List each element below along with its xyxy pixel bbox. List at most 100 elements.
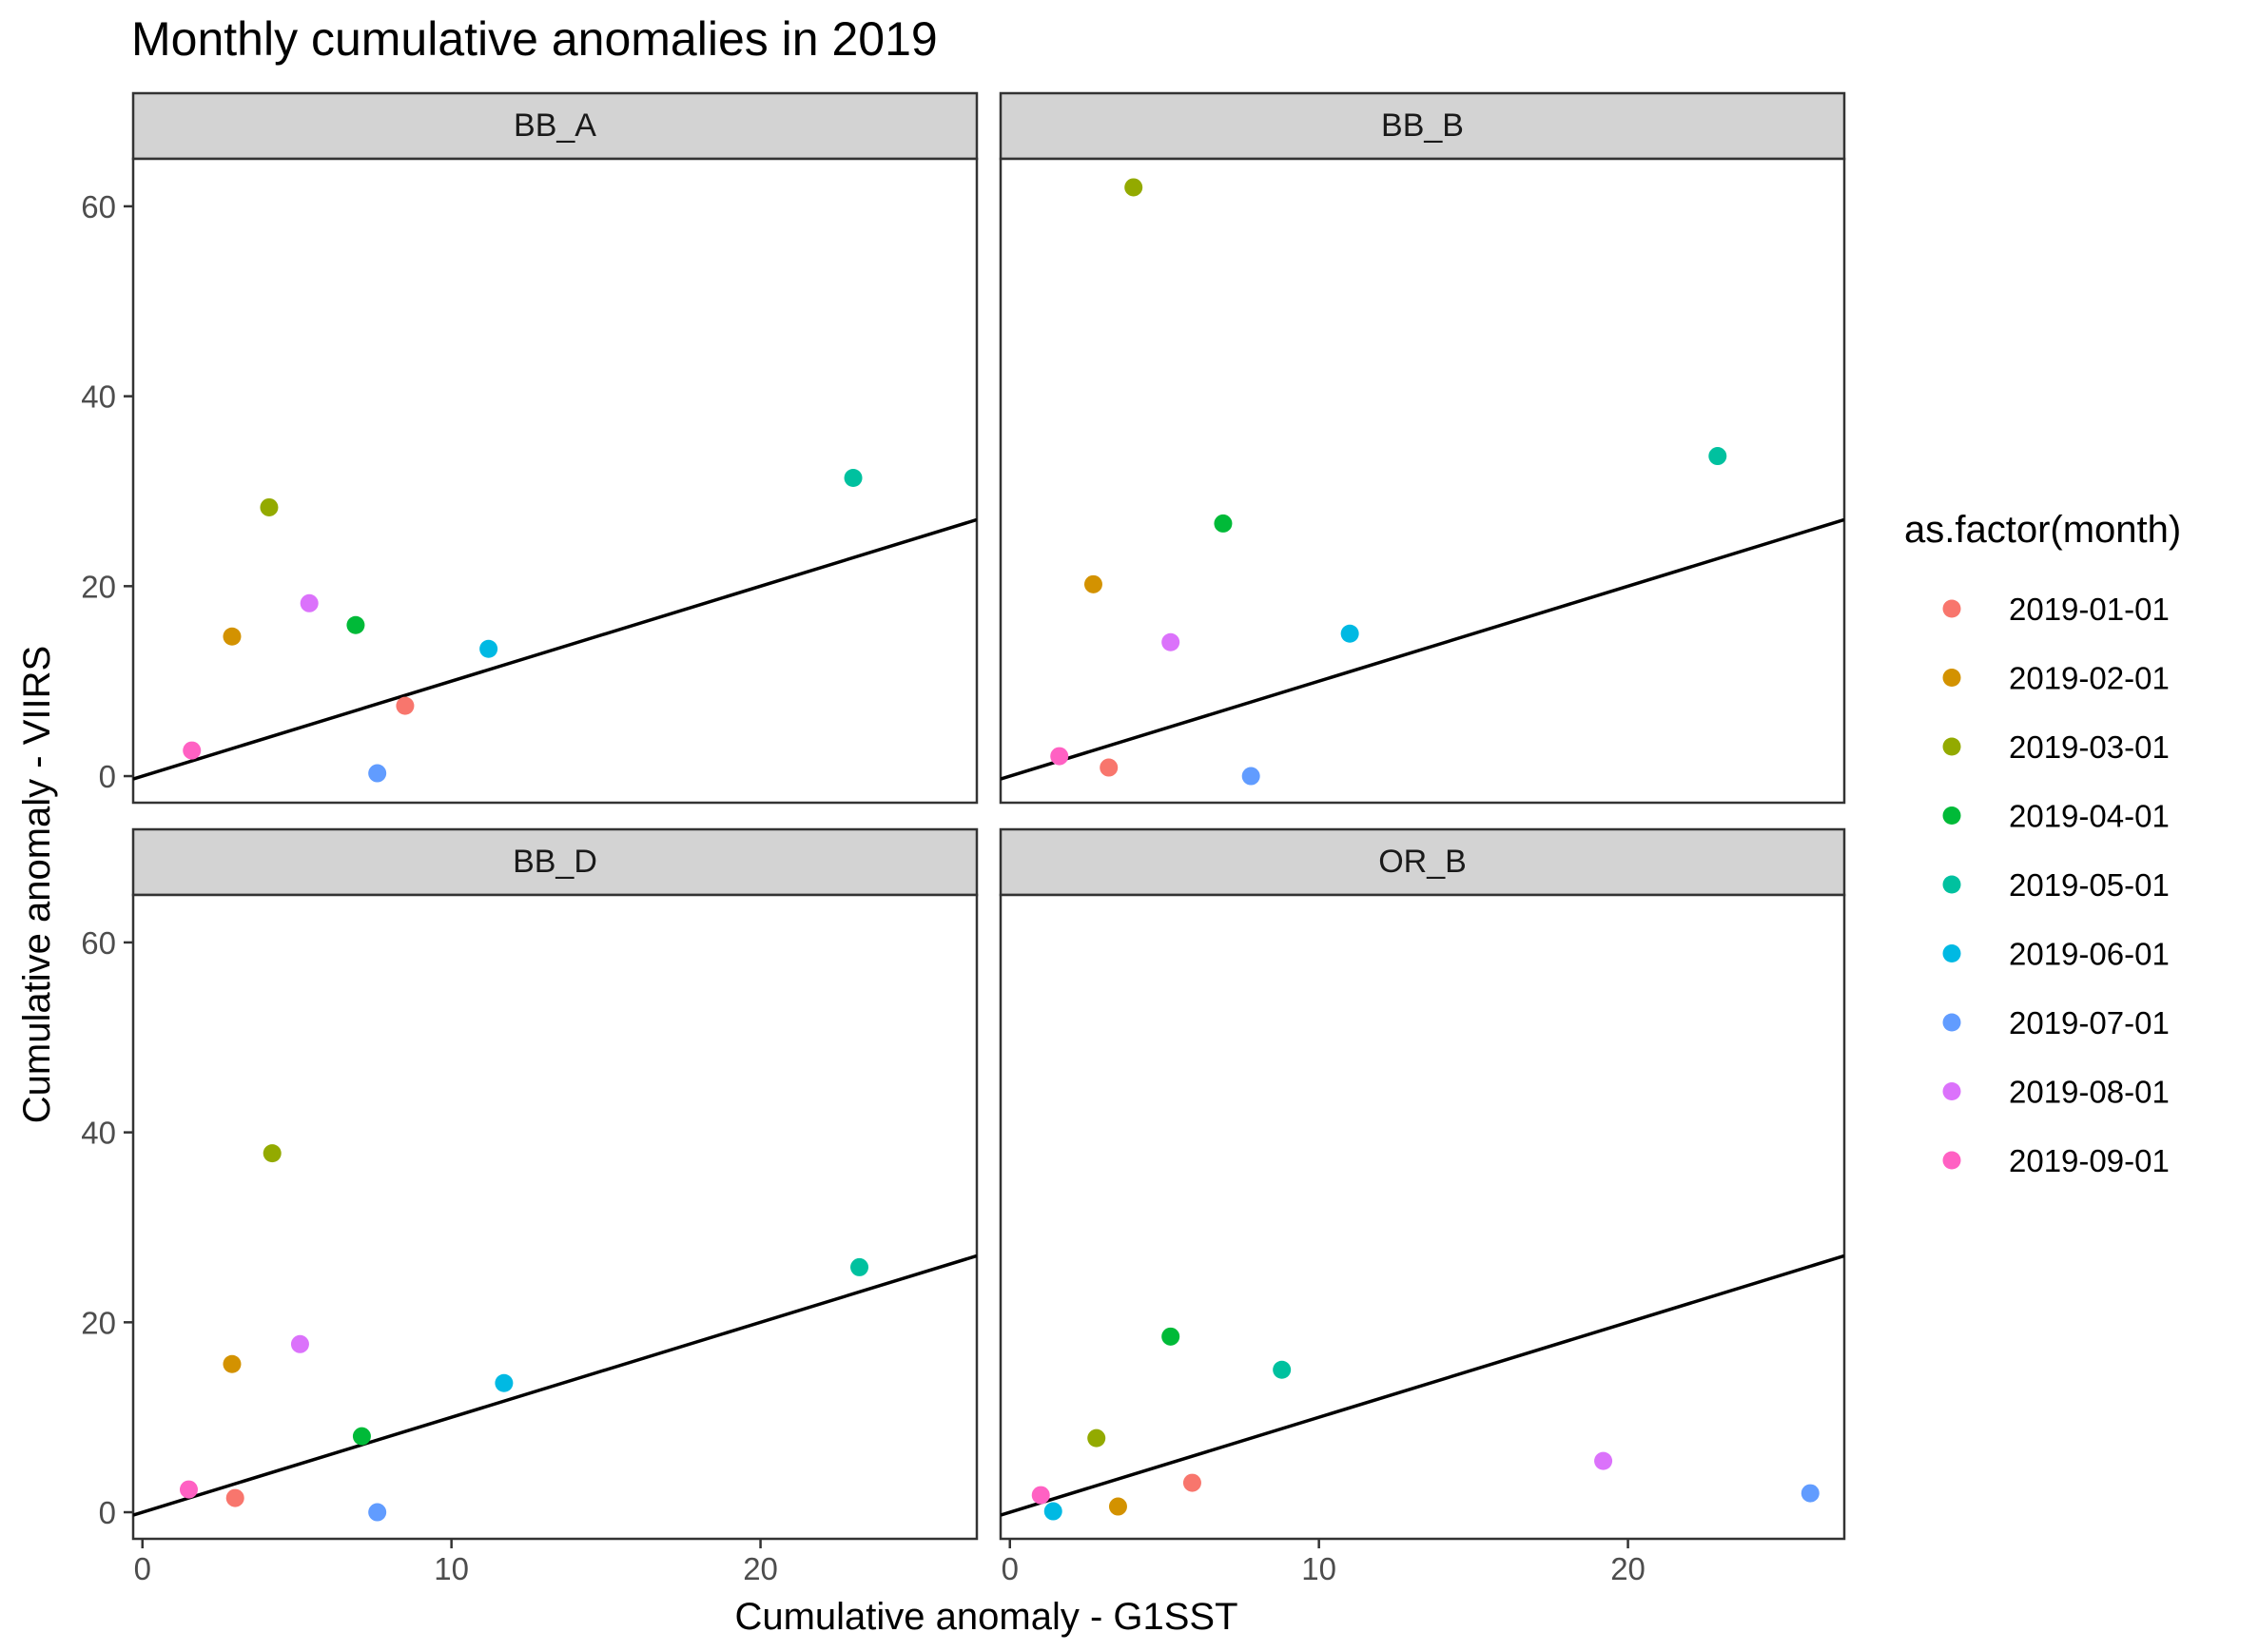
legend-entry: 2019-08-01 — [1942, 1075, 2170, 1110]
data-point — [263, 1144, 282, 1163]
facet-strip-label: BB_D — [513, 844, 597, 880]
legend-key — [1942, 875, 1961, 894]
data-point — [179, 1480, 198, 1499]
facet-strip — [999, 827, 1846, 897]
legend-title: as.factor(month) — [1904, 509, 2181, 551]
reference-line — [1001, 1254, 1844, 1517]
legend-label: 2019-06-01 — [2009, 937, 2170, 972]
data-point — [1214, 514, 1233, 533]
legend-key — [1942, 669, 1961, 687]
legend-label: 2019-08-01 — [2009, 1075, 2170, 1110]
data-point — [368, 1503, 387, 1522]
y-tick-label: 0 — [99, 759, 116, 794]
y-tick-label: 60 — [81, 925, 116, 961]
data-point — [495, 1373, 514, 1392]
data-point — [1161, 1327, 1180, 1346]
reference-line — [133, 1254, 977, 1517]
legend-key — [1942, 599, 1961, 618]
data-point — [260, 497, 279, 516]
data-point — [1340, 624, 1359, 643]
reference-line — [133, 517, 977, 781]
legend-key — [1942, 807, 1961, 825]
legend-label: 2019-09-01 — [2009, 1143, 2170, 1178]
y-tick-label: 0 — [99, 1495, 116, 1530]
panel-border — [999, 893, 1846, 1541]
y-tick-label: 40 — [81, 1116, 116, 1151]
y-tick-label: 40 — [81, 379, 116, 415]
data-point — [1124, 178, 1143, 197]
legend-entry: 2019-01-01 — [1942, 592, 2170, 627]
legend-entry: 2019-02-01 — [1942, 661, 2170, 696]
data-point — [850, 1257, 869, 1276]
legend-key — [1942, 1013, 1961, 1032]
facet-strip-label: OR_B — [1378, 844, 1467, 880]
data-point — [396, 696, 415, 715]
data-point — [844, 469, 863, 488]
data-point — [1273, 1360, 1292, 1379]
data-point — [225, 1488, 244, 1507]
facet-panels: BB_A 0 20 40 60 BB_B BB_D 0 20 40 60 0 10 20 OR_B 0 10 20 — [81, 91, 1846, 1586]
legend-entry: 2019-06-01 — [1942, 937, 2170, 972]
data-point — [1087, 1428, 1106, 1448]
data-point — [346, 615, 365, 634]
legend-key — [1942, 737, 1961, 756]
data-point — [290, 1334, 309, 1353]
x-tick-label: 20 — [743, 1551, 778, 1586]
data-point — [1050, 747, 1069, 766]
legend-entry: 2019-04-01 — [1942, 799, 2170, 834]
legend-key — [1942, 944, 1961, 962]
data-point — [300, 593, 319, 612]
legend-entry: 2019-03-01 — [1942, 729, 2170, 765]
facet-strip-label: BB_B — [1381, 107, 1464, 144]
data-point — [1241, 767, 1260, 786]
reference-line — [1001, 517, 1844, 781]
legend-label: 2019-02-01 — [2009, 661, 2170, 696]
y-tick-label: 20 — [81, 1305, 116, 1340]
data-point — [223, 1354, 242, 1373]
legend-key — [1942, 1082, 1961, 1100]
legend-entry: 2019-09-01 — [1942, 1143, 2170, 1178]
data-point — [183, 741, 202, 760]
panel-border — [131, 893, 979, 1541]
data-point — [479, 639, 498, 658]
facet-panel: OR_B 0 10 20 — [999, 827, 1846, 1586]
x-axis-label: Cumulative anomaly - G1SST — [734, 1596, 1237, 1638]
facet-strip — [131, 827, 979, 897]
legend-label: 2019-01-01 — [2009, 592, 2170, 627]
legend-key — [1942, 1151, 1961, 1170]
legend-entry: 2019-07-01 — [1942, 1005, 2170, 1040]
facet-strip — [999, 91, 1846, 161]
data-point — [223, 627, 242, 646]
facet-strip-label: BB_A — [514, 107, 596, 144]
x-tick-label: 0 — [134, 1551, 151, 1586]
facet-panel: BB_D 0 20 40 60 0 10 20 — [81, 827, 979, 1586]
data-point — [368, 764, 387, 783]
x-tick-label: 10 — [434, 1551, 469, 1586]
data-point — [1708, 447, 1727, 466]
chart-title: Monthly cumulative anomalies in 2019 — [131, 12, 938, 66]
x-tick-label: 0 — [1002, 1551, 1019, 1586]
facet-strip — [131, 91, 979, 161]
y-axis-label: Cumulative anomaly - VIIRS — [16, 646, 58, 1123]
legend-label: 2019-03-01 — [2009, 729, 2170, 765]
panel-border — [131, 157, 979, 805]
legend-label: 2019-07-01 — [2009, 1005, 2170, 1040]
facet-panel: BB_A 0 20 40 60 — [81, 91, 979, 805]
data-point — [1594, 1451, 1613, 1470]
legend-label: 2019-04-01 — [2009, 799, 2170, 834]
data-point — [1043, 1502, 1062, 1521]
facet-panel: BB_B — [999, 91, 1846, 805]
legend-label: 2019-05-01 — [2009, 867, 2170, 903]
panel-border — [999, 157, 1846, 805]
x-tick-label: 20 — [1610, 1551, 1646, 1586]
data-point — [1182, 1473, 1201, 1492]
data-point — [352, 1427, 371, 1446]
data-point — [1083, 574, 1102, 593]
data-point — [1161, 632, 1180, 651]
data-point — [1100, 758, 1119, 777]
legend: as.factor(month) 2019-01-01 2019-02-01 201… — [1904, 509, 2181, 1178]
legend-entry: 2019-05-01 — [1942, 867, 2170, 903]
data-point — [1108, 1497, 1127, 1516]
data-point — [1801, 1484, 1820, 1503]
